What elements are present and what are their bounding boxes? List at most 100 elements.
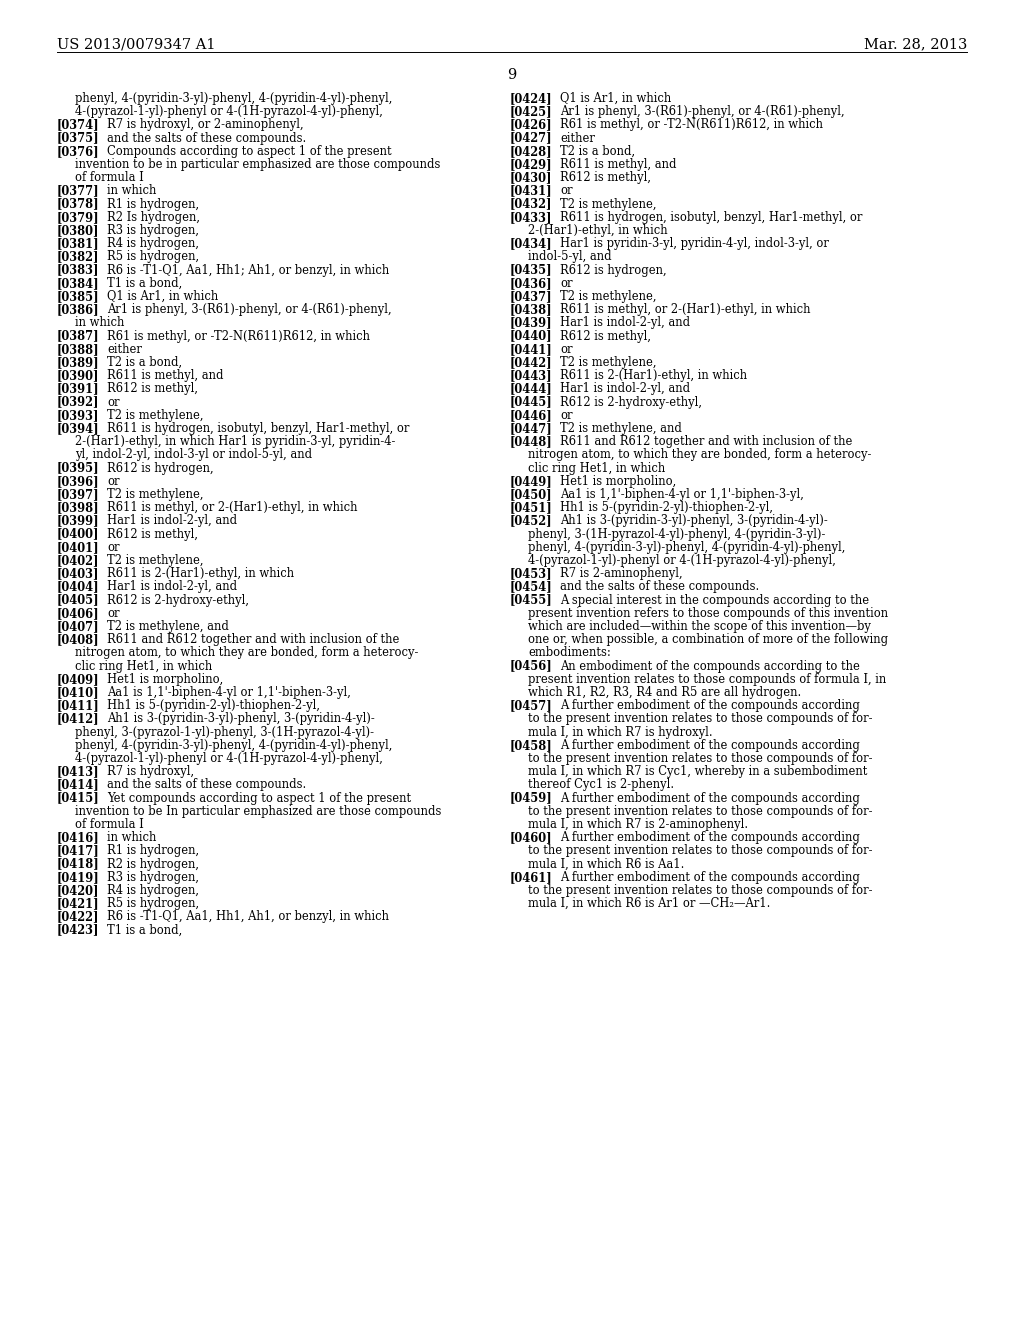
- Text: An embodiment of the compounds according to the: An embodiment of the compounds according…: [560, 660, 860, 673]
- Text: [0404]: [0404]: [57, 581, 99, 594]
- Text: Q1 is Ar1, in which: Q1 is Ar1, in which: [106, 290, 218, 304]
- Text: [0386]: [0386]: [57, 304, 99, 317]
- Text: in which: in which: [106, 832, 157, 845]
- Text: R611 is methyl, and: R611 is methyl, and: [106, 370, 223, 383]
- Text: and the salts of these compounds.: and the salts of these compounds.: [106, 779, 306, 792]
- Text: embodiments:: embodiments:: [528, 647, 610, 660]
- Text: [0425]: [0425]: [510, 106, 553, 119]
- Text: present invention relates to those compounds of formula I, in: present invention relates to those compo…: [528, 673, 886, 686]
- Text: T2 is a bond,: T2 is a bond,: [560, 145, 635, 158]
- Text: [0376]: [0376]: [57, 145, 99, 158]
- Text: mula I, in which R6 is Ar1 or —CH₂—Ar1.: mula I, in which R6 is Ar1 or —CH₂—Ar1.: [528, 898, 770, 911]
- Text: clic ring Het1, in which: clic ring Het1, in which: [75, 660, 212, 673]
- Text: T2 is methylene,: T2 is methylene,: [106, 554, 204, 568]
- Text: T2 is methylene,: T2 is methylene,: [560, 198, 656, 211]
- Text: [0440]: [0440]: [510, 330, 553, 343]
- Text: or: or: [106, 607, 120, 620]
- Text: which R1, R2, R3, R4 and R5 are all hydrogen.: which R1, R2, R3, R4 and R5 are all hydr…: [528, 686, 801, 700]
- Text: to the present invention relates to those compounds of for-: to the present invention relates to thos…: [528, 884, 872, 898]
- Text: [0401]: [0401]: [57, 541, 99, 554]
- Text: Compounds according to aspect 1 of the present: Compounds according to aspect 1 of the p…: [106, 145, 391, 158]
- Text: R612 is hydrogen,: R612 is hydrogen,: [106, 462, 214, 475]
- Text: [0377]: [0377]: [57, 185, 99, 198]
- Text: present invention refers to those compounds of this invention: present invention refers to those compou…: [528, 607, 888, 620]
- Text: Ah1 is 3-(pyridin-3-yl)-phenyl, 3-(pyridin-4-yl)-: Ah1 is 3-(pyridin-3-yl)-phenyl, 3-(pyrid…: [560, 515, 827, 528]
- Text: [0417]: [0417]: [57, 845, 99, 858]
- Text: [0385]: [0385]: [57, 290, 99, 304]
- Text: A further embodiment of the compounds according: A further embodiment of the compounds ac…: [560, 871, 860, 884]
- Text: Hh1 is 5-(pyridin-2-yl)-thiophen-2-yl,: Hh1 is 5-(pyridin-2-yl)-thiophen-2-yl,: [560, 502, 773, 515]
- Text: A further embodiment of the compounds according: A further embodiment of the compounds ac…: [560, 700, 860, 713]
- Text: T2 is methylene,: T2 is methylene,: [106, 409, 204, 422]
- Text: Yet compounds according to aspect 1 of the present: Yet compounds according to aspect 1 of t…: [106, 792, 411, 805]
- Text: R1 is hydrogen,: R1 is hydrogen,: [106, 198, 199, 211]
- Text: [0418]: [0418]: [57, 858, 99, 871]
- Text: Het1 is morpholino,: Het1 is morpholino,: [560, 475, 676, 488]
- Text: R3 is hydrogen,: R3 is hydrogen,: [106, 871, 199, 884]
- Text: Q1 is Ar1, in which: Q1 is Ar1, in which: [560, 92, 672, 106]
- Text: Har1 is indol-2-yl, and: Har1 is indol-2-yl, and: [560, 317, 690, 330]
- Text: [0452]: [0452]: [510, 515, 553, 528]
- Text: R611 is 2-(Har1)-ethyl, in which: R611 is 2-(Har1)-ethyl, in which: [106, 568, 294, 581]
- Text: [0422]: [0422]: [57, 911, 99, 924]
- Text: yl, indol-2-yl, indol-3-yl or indol-5-yl, and: yl, indol-2-yl, indol-3-yl or indol-5-yl…: [75, 449, 312, 462]
- Text: [0423]: [0423]: [57, 924, 99, 937]
- Text: phenyl, 4-(pyridin-3-yl)-phenyl, 4-(pyridin-4-yl)-phenyl,: phenyl, 4-(pyridin-3-yl)-phenyl, 4-(pyri…: [528, 541, 846, 554]
- Text: T2 is methylene,: T2 is methylene,: [560, 356, 656, 370]
- Text: [0403]: [0403]: [57, 568, 99, 581]
- Text: [0441]: [0441]: [510, 343, 553, 356]
- Text: mula I, in which R7 is hydroxyl.: mula I, in which R7 is hydroxyl.: [528, 726, 713, 739]
- Text: [0400]: [0400]: [57, 528, 99, 541]
- Text: [0447]: [0447]: [510, 422, 553, 436]
- Text: [0435]: [0435]: [510, 264, 553, 277]
- Text: [0448]: [0448]: [510, 436, 553, 449]
- Text: [0382]: [0382]: [57, 251, 99, 264]
- Text: [0436]: [0436]: [510, 277, 553, 290]
- Text: [0407]: [0407]: [57, 620, 99, 634]
- Text: [0399]: [0399]: [57, 515, 99, 528]
- Text: [0450]: [0450]: [510, 488, 553, 502]
- Text: R2 is hydrogen,: R2 is hydrogen,: [106, 858, 199, 871]
- Text: Het1 is morpholino,: Het1 is morpholino,: [106, 673, 223, 686]
- Text: [0411]: [0411]: [57, 700, 99, 713]
- Text: R2 Is hydrogen,: R2 Is hydrogen,: [106, 211, 200, 224]
- Text: and the salts of these compounds.: and the salts of these compounds.: [106, 132, 306, 145]
- Text: of formula I: of formula I: [75, 818, 143, 832]
- Text: T2 is methylene, and: T2 is methylene, and: [106, 620, 229, 634]
- Text: [0384]: [0384]: [57, 277, 99, 290]
- Text: R612 is methyl,: R612 is methyl,: [106, 383, 198, 396]
- Text: to the present invention relates to those compounds of for-: to the present invention relates to thos…: [528, 752, 872, 766]
- Text: A further embodiment of the compounds according: A further embodiment of the compounds ac…: [560, 792, 860, 805]
- Text: mula I, in which R7 is 2-aminophenyl.: mula I, in which R7 is 2-aminophenyl.: [528, 818, 749, 832]
- Text: R3 is hydrogen,: R3 is hydrogen,: [106, 224, 199, 238]
- Text: or: or: [560, 185, 572, 198]
- Text: [0389]: [0389]: [57, 356, 99, 370]
- Text: 4-(pyrazol-1-yl)-phenyl or 4-(1H-pyrazol-4-yl)-phenyl,: 4-(pyrazol-1-yl)-phenyl or 4-(1H-pyrazol…: [75, 752, 383, 766]
- Text: phenyl, 4-(pyridin-3-yl)-phenyl, 4-(pyridin-4-yl)-phenyl,: phenyl, 4-(pyridin-3-yl)-phenyl, 4-(pyri…: [75, 739, 392, 752]
- Text: [0387]: [0387]: [57, 330, 99, 343]
- Text: R4 is hydrogen,: R4 is hydrogen,: [106, 238, 199, 251]
- Text: [0405]: [0405]: [57, 594, 99, 607]
- Text: R611 is methyl, and: R611 is methyl, and: [560, 158, 677, 172]
- Text: phenyl, 3-(pyrazol-1-yl)-phenyl, 3-(1H-pyrazol-4-yl)-: phenyl, 3-(pyrazol-1-yl)-phenyl, 3-(1H-p…: [75, 726, 374, 739]
- Text: Ar1 is phenyl, 3-(R61)-phenyl, or 4-(R61)-phenyl,: Ar1 is phenyl, 3-(R61)-phenyl, or 4-(R61…: [560, 106, 845, 119]
- Text: R612 is 2-hydroxy-ethyl,: R612 is 2-hydroxy-ethyl,: [560, 396, 702, 409]
- Text: [0444]: [0444]: [510, 383, 553, 396]
- Text: [0443]: [0443]: [510, 370, 553, 383]
- Text: [0394]: [0394]: [57, 422, 99, 436]
- Text: or: or: [560, 409, 572, 422]
- Text: [0432]: [0432]: [510, 198, 553, 211]
- Text: [0414]: [0414]: [57, 779, 99, 792]
- Text: R7 is hydroxyl, or 2-aminophenyl,: R7 is hydroxyl, or 2-aminophenyl,: [106, 119, 304, 132]
- Text: phenyl, 4-(pyridin-3-yl)-phenyl, 4-(pyridin-4-yl)-phenyl,: phenyl, 4-(pyridin-3-yl)-phenyl, 4-(pyri…: [75, 92, 392, 106]
- Text: A special interest in the compounds according to the: A special interest in the compounds acco…: [560, 594, 869, 607]
- Text: [0412]: [0412]: [57, 713, 99, 726]
- Text: [0457]: [0457]: [510, 700, 553, 713]
- Text: or: or: [106, 396, 120, 409]
- Text: [0456]: [0456]: [510, 660, 553, 673]
- Text: [0434]: [0434]: [510, 238, 553, 251]
- Text: R611 is methyl, or 2-(Har1)-ethyl, in which: R611 is methyl, or 2-(Har1)-ethyl, in wh…: [560, 304, 811, 317]
- Text: R6 is -T1-Q1, Aa1, Hh1; Ah1, or benzyl, in which: R6 is -T1-Q1, Aa1, Hh1; Ah1, or benzyl, …: [106, 264, 389, 277]
- Text: or: or: [560, 343, 572, 356]
- Text: R6 is -T1-Q1, Aa1, Hh1, Ah1, or benzyl, in which: R6 is -T1-Q1, Aa1, Hh1, Ah1, or benzyl, …: [106, 911, 389, 924]
